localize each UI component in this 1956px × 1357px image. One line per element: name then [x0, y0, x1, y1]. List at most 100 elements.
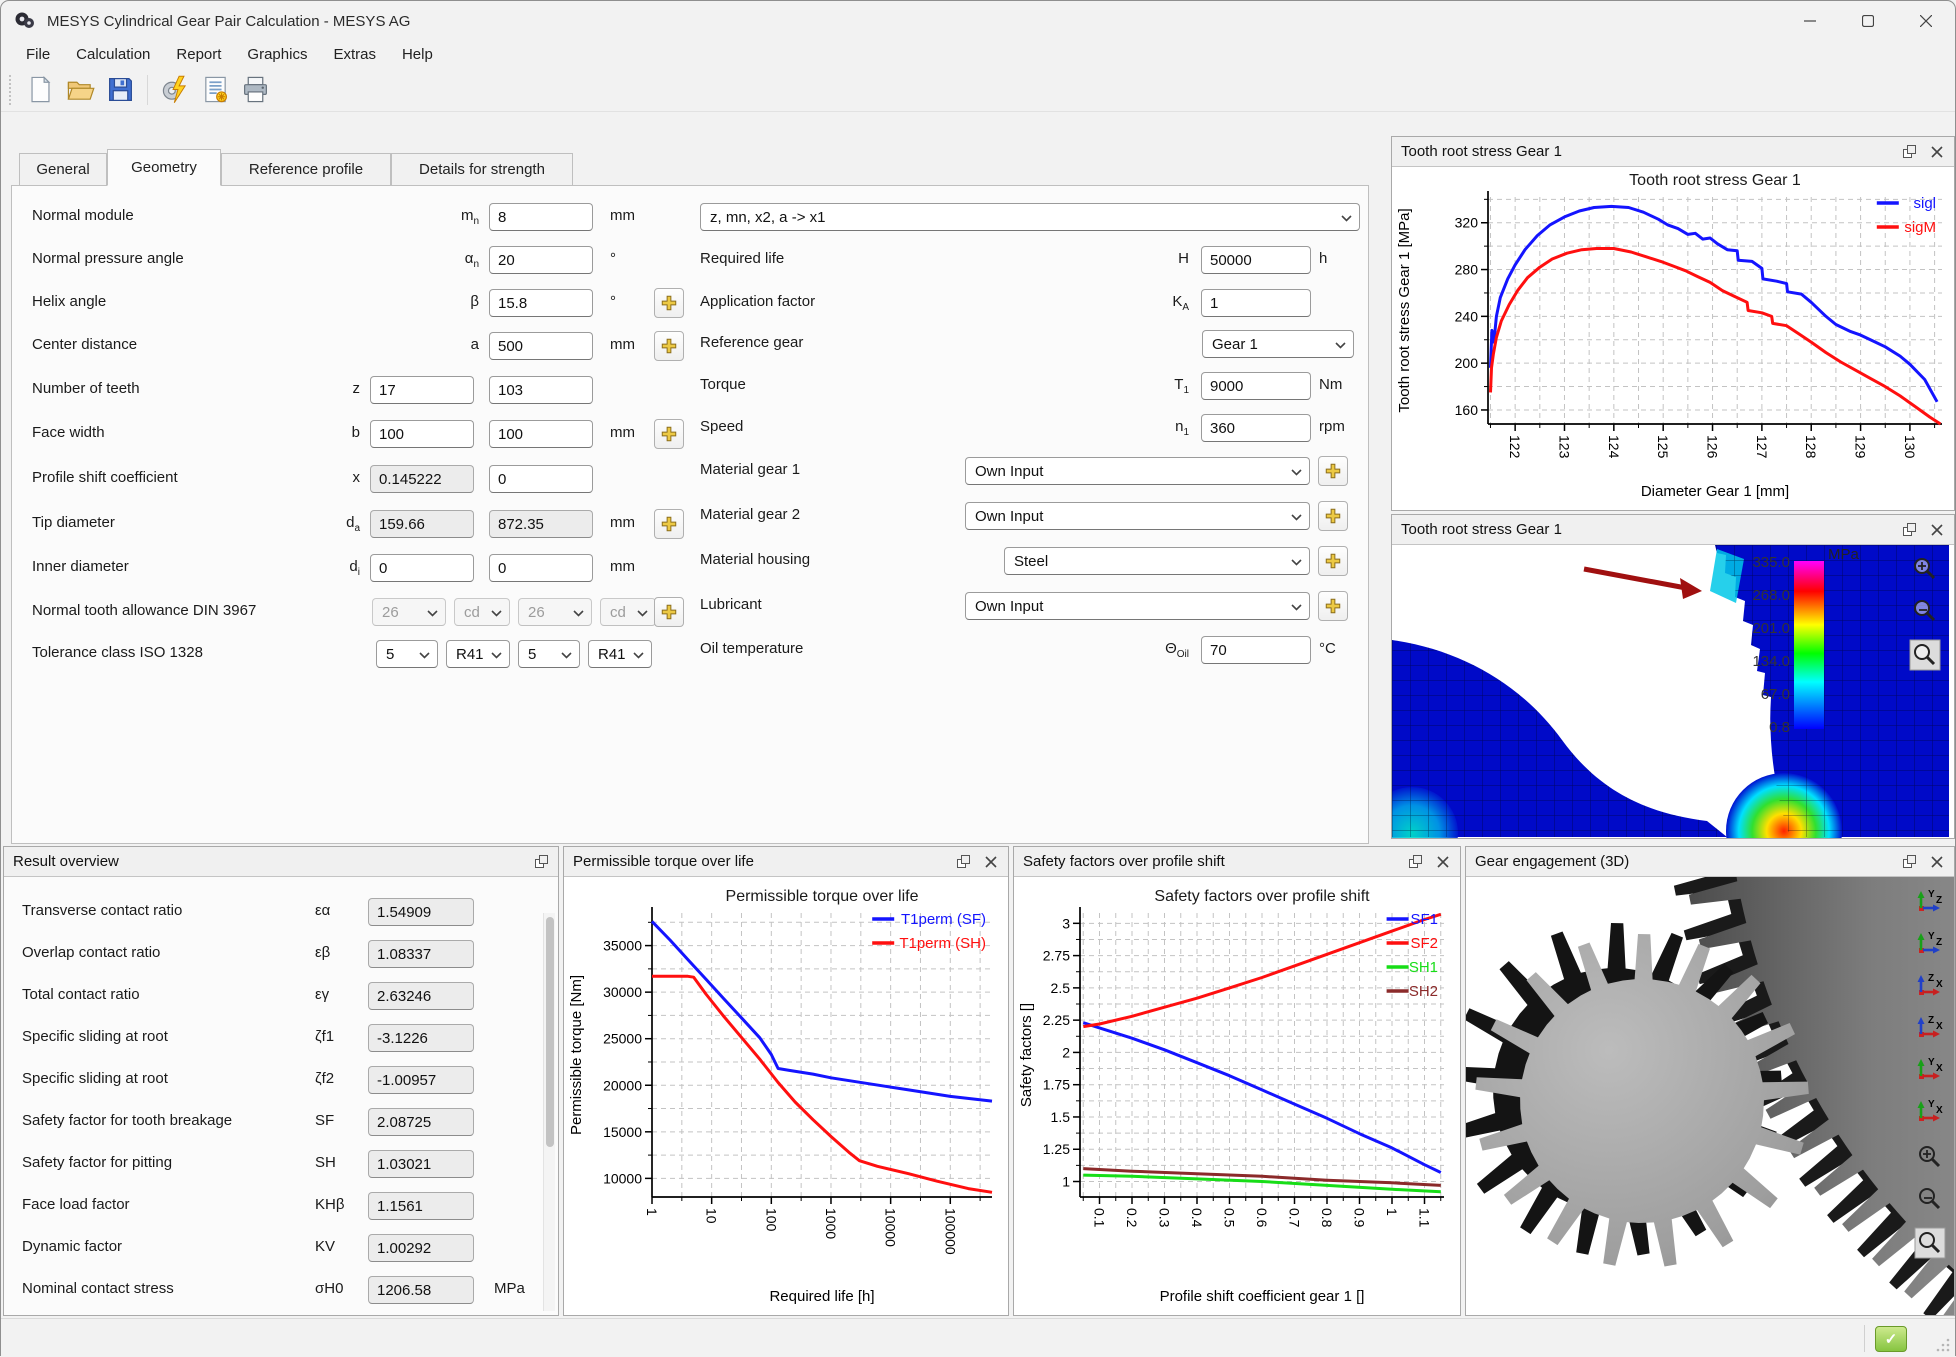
tab-geometry[interactable]: Geometry [107, 149, 221, 186]
close-panel-button[interactable] [1929, 522, 1945, 538]
form-right-1-field[interactable] [1201, 289, 1311, 317]
form-left-8-field2[interactable] [489, 554, 593, 582]
chevron-down-icon [1291, 514, 1302, 521]
toolbar-new-button[interactable] [20, 71, 60, 109]
form-left-9-dropdown1[interactable]: 26 [372, 598, 446, 626]
form-left-1-field1[interactable] [489, 246, 593, 274]
float-panel-button[interactable] [1901, 854, 1917, 870]
form-right-1-symbol: KA [1119, 293, 1189, 313]
form-right-9-field[interactable] [1201, 636, 1311, 664]
minimize-button[interactable] [1781, 1, 1839, 41]
form-right-5-dropdown[interactable]: Own Input [965, 457, 1310, 485]
form-right-5-label: Material gear 1 [700, 461, 800, 478]
close-panel-button[interactable] [983, 854, 999, 870]
toolbar-calculate-button[interactable] [155, 71, 195, 109]
form-left-10-dropdown4[interactable]: R41 [588, 640, 652, 668]
form-left-5-plus-button[interactable] [654, 419, 684, 449]
result-row-1-label: Overlap contact ratio [22, 944, 160, 961]
toolbar-grip[interactable] [9, 75, 14, 105]
form-left-3-plus-button[interactable] [654, 331, 684, 361]
form-left-4-field1[interactable] [370, 376, 474, 404]
form-right-7-label: Material housing [700, 551, 810, 568]
form-left-6-field2[interactable] [489, 465, 593, 493]
form-left-5-field2[interactable] [489, 420, 593, 448]
form-right-2-dropdown[interactable]: Gear 1 [1202, 330, 1354, 358]
form-left-5-field1[interactable] [370, 420, 474, 448]
toolbar-open-button[interactable] [60, 71, 100, 109]
close-panel-button[interactable] [1929, 144, 1945, 160]
form-left-10-dropdown3[interactable]: 5 [518, 640, 580, 668]
form-left-10-dropdown2[interactable]: R41 [446, 640, 510, 668]
maximize-button[interactable] [1839, 1, 1897, 41]
tab-general[interactable]: General [19, 153, 107, 186]
close-panel-button[interactable] [1435, 854, 1451, 870]
close-panel-button[interactable] [1929, 854, 1945, 870]
toolbar-save-button[interactable] [100, 71, 140, 109]
menu-calculation[interactable]: Calculation [63, 43, 163, 66]
float-panel-button[interactable] [955, 854, 971, 870]
toolbar-report-button[interactable] [195, 71, 235, 109]
tab-reference-profile[interactable]: Reference profile [221, 153, 391, 186]
float-panel-button[interactable] [1901, 522, 1917, 538]
form-left-7-plus-button[interactable] [654, 509, 684, 539]
zoom-fit-icon[interactable] [1915, 1228, 1945, 1258]
float-panel-button[interactable] [533, 854, 549, 870]
panel-permissible-torque: Permissible torque over life110100100010… [563, 846, 1009, 1316]
float-panel-button[interactable] [1901, 144, 1917, 160]
menu-file[interactable]: File [13, 43, 63, 66]
resize-grip[interactable] [1935, 1337, 1951, 1353]
form-left-0-field1[interactable] [489, 203, 593, 231]
result-row-8-label: Dynamic factor [22, 1238, 122, 1255]
form-right-6-plus-button[interactable] [1318, 501, 1348, 531]
status-bar: ✓ [1, 1318, 1955, 1357]
form-right-4-field[interactable] [1201, 414, 1311, 442]
form-left-7-field2[interactable] [489, 510, 593, 538]
svg-text:SH1: SH1 [1409, 959, 1438, 976]
chevron-down-icon [561, 652, 572, 659]
calculation-mode-dropdown[interactable]: z, mn, x2, a -> x1 [700, 203, 1360, 231]
results-scrollbar[interactable] [543, 913, 555, 1311]
form-left-9-dropdown4[interactable]: cd [600, 598, 656, 626]
form-left-10-dropdown1[interactable]: 5 [376, 640, 438, 668]
form-left-7-field1[interactable] [370, 510, 474, 538]
tab-details-for-strength[interactable]: Details for strength [391, 153, 573, 186]
chevron-down-icon [491, 652, 502, 659]
plus-icon [660, 515, 678, 533]
zoom-fit-icon[interactable] [1910, 640, 1940, 670]
menu-report[interactable]: Report [163, 43, 234, 66]
form-right-7-dropdown[interactable]: Steel [1004, 547, 1310, 575]
svg-text:0.6: 0.6 [1254, 1208, 1270, 1228]
form-left-8-field1[interactable] [370, 554, 474, 582]
form-right-1-label: Application factor [700, 293, 815, 310]
toolbar-print-button[interactable] [235, 71, 275, 109]
form-right-3-field[interactable] [1201, 372, 1311, 400]
results-scrollbar-thumb[interactable] [546, 917, 554, 1147]
form-left-3-field1[interactable] [489, 332, 593, 360]
gear-engagement-panel-title: Gear engagement (3D) [1475, 853, 1629, 870]
svg-text:Y: Y [1928, 889, 1935, 900]
form-right-6-dropdown[interactable]: Own Input [965, 502, 1310, 530]
result-row-5-value [368, 1108, 474, 1136]
float-panel-button[interactable] [1407, 854, 1423, 870]
form-left-9-dropdown3[interactable]: 26 [518, 598, 592, 626]
form-right-7-plus-button[interactable] [1318, 546, 1348, 576]
form-right-8-plus-button[interactable] [1318, 591, 1348, 621]
form-left-2-plus-button[interactable] [654, 288, 684, 318]
svg-text:X: X [1936, 979, 1943, 990]
calculation-ok-button[interactable]: ✓ [1875, 1326, 1907, 1352]
form-left-9-plus-button[interactable] [654, 597, 684, 627]
menu-help[interactable]: Help [389, 43, 446, 66]
form-left-4-field2[interactable] [489, 376, 593, 404]
form-left-2-field1[interactable] [489, 289, 593, 317]
form-right-0-field[interactable] [1201, 246, 1311, 274]
plus-icon [1324, 552, 1342, 570]
close-button[interactable] [1897, 1, 1955, 41]
new-document-icon [26, 75, 55, 104]
form-left-6-field1[interactable] [370, 465, 474, 493]
svg-text:122: 122 [1507, 435, 1523, 459]
form-right-8-dropdown[interactable]: Own Input [965, 592, 1310, 620]
form-right-5-plus-button[interactable] [1318, 456, 1348, 486]
menu-extras[interactable]: Extras [320, 43, 389, 66]
menu-graphics[interactable]: Graphics [234, 43, 320, 66]
form-left-9-dropdown2[interactable]: cd [454, 598, 510, 626]
